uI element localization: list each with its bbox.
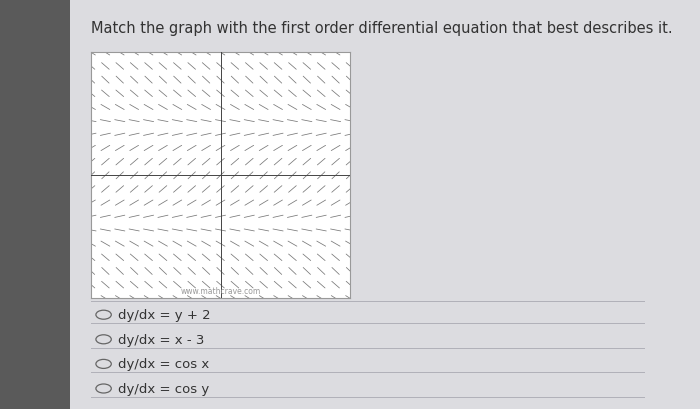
Text: dy/dx = y + 2: dy/dx = y + 2 — [118, 308, 210, 321]
Text: dy/dx = x - 3: dy/dx = x - 3 — [118, 333, 204, 346]
Text: dy/dx = cos x: dy/dx = cos x — [118, 357, 209, 371]
Text: Match the graph with the first order differential equation that best describes i: Match the graph with the first order dif… — [91, 20, 673, 36]
Text: dy/dx = cos y: dy/dx = cos y — [118, 382, 209, 395]
Text: www.mathcrave.com: www.mathcrave.com — [181, 287, 260, 296]
